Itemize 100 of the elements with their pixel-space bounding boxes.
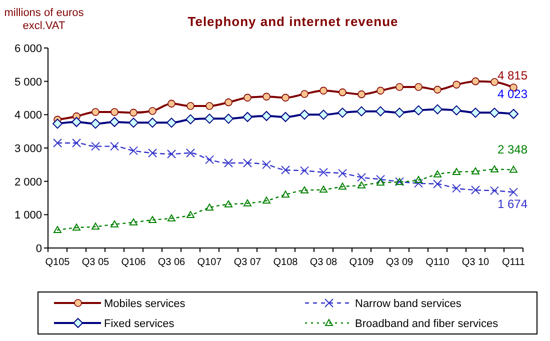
point bbox=[130, 218, 138, 226]
point bbox=[224, 158, 233, 168]
point bbox=[129, 146, 138, 156]
point bbox=[472, 167, 480, 174]
point bbox=[148, 118, 158, 128]
point bbox=[90, 118, 100, 129]
point bbox=[300, 186, 308, 194]
point bbox=[414, 105, 424, 116]
point bbox=[338, 182, 346, 190]
point bbox=[490, 186, 499, 196]
point bbox=[376, 178, 384, 186]
point bbox=[148, 148, 157, 158]
point bbox=[282, 190, 290, 198]
point bbox=[434, 86, 442, 94]
point bbox=[186, 148, 195, 158]
point bbox=[186, 114, 196, 124]
data-label: 2 348 bbox=[497, 142, 528, 157]
point bbox=[510, 166, 518, 173]
point bbox=[300, 166, 309, 176]
point bbox=[358, 181, 366, 188]
point bbox=[414, 83, 422, 91]
point bbox=[244, 199, 252, 206]
point bbox=[72, 117, 82, 127]
y-tick-label: 6 000 bbox=[14, 43, 42, 55]
point bbox=[471, 186, 480, 194]
data-label: 4 023 bbox=[497, 86, 528, 101]
chart-title: Telephony and internet revenue bbox=[188, 14, 398, 29]
point bbox=[92, 222, 100, 230]
point bbox=[414, 178, 423, 188]
point bbox=[376, 106, 386, 116]
x-tick-label: Q108 bbox=[273, 257, 298, 268]
point bbox=[206, 102, 214, 110]
x-tick-label: Q3 05 bbox=[82, 257, 110, 268]
x-tick-label: Q3 06 bbox=[158, 257, 186, 268]
legend-label: Broadband and fiber services bbox=[355, 318, 499, 330]
point bbox=[356, 106, 366, 116]
legend-label: Mobiles services bbox=[104, 298, 186, 310]
point bbox=[110, 220, 118, 228]
legend-label: Narrow band services bbox=[355, 298, 462, 310]
legend-label: Fixed services bbox=[104, 318, 175, 330]
point bbox=[509, 188, 518, 197]
point bbox=[206, 204, 214, 211]
point bbox=[224, 200, 232, 208]
point bbox=[490, 108, 500, 118]
point bbox=[376, 174, 385, 184]
point bbox=[452, 105, 462, 116]
point bbox=[186, 102, 194, 110]
data-label: 4 815 bbox=[497, 68, 528, 82]
y-tick-label: 4 000 bbox=[14, 110, 42, 122]
point bbox=[300, 110, 310, 120]
data-label: 1 674 bbox=[497, 197, 528, 212]
point bbox=[224, 98, 232, 106]
y-tick-label: 2 000 bbox=[14, 176, 42, 188]
point bbox=[110, 108, 118, 116]
point bbox=[300, 90, 308, 98]
point bbox=[167, 150, 176, 158]
point bbox=[262, 92, 270, 101]
point bbox=[394, 108, 404, 118]
point bbox=[54, 226, 62, 233]
point bbox=[338, 108, 348, 118]
point bbox=[434, 170, 442, 178]
x-tick-label: Q3 10 bbox=[462, 257, 490, 268]
x-tick-label: Q111 bbox=[502, 257, 526, 268]
y-tick-label: 0 bbox=[36, 243, 42, 255]
point bbox=[338, 88, 346, 96]
point bbox=[168, 100, 176, 108]
point bbox=[262, 111, 272, 121]
point bbox=[224, 114, 234, 124]
point bbox=[243, 158, 252, 168]
point bbox=[186, 211, 194, 218]
point bbox=[470, 108, 480, 118]
point bbox=[452, 80, 460, 89]
x-tick-label: Q3 08 bbox=[310, 257, 338, 268]
point bbox=[205, 155, 214, 164]
point bbox=[148, 216, 156, 223]
point bbox=[280, 112, 290, 122]
point bbox=[281, 166, 290, 174]
point bbox=[320, 186, 328, 193]
x-tick-label: Q3 07 bbox=[234, 257, 262, 268]
point bbox=[452, 168, 460, 175]
point bbox=[52, 118, 62, 129]
point bbox=[262, 160, 271, 170]
point bbox=[72, 224, 80, 231]
point bbox=[319, 168, 328, 177]
point bbox=[242, 112, 252, 122]
point bbox=[452, 184, 461, 193]
x-tick-label: Q106 bbox=[121, 257, 146, 268]
point bbox=[396, 83, 404, 91]
x-tick-label: Q110 bbox=[426, 257, 450, 268]
point bbox=[244, 94, 252, 102]
point bbox=[376, 86, 384, 95]
point bbox=[128, 118, 138, 128]
y-tick-label: 3 000 bbox=[14, 143, 42, 155]
point bbox=[148, 107, 156, 115]
y-tick-label: 5 000 bbox=[14, 76, 42, 88]
point bbox=[432, 104, 442, 114]
y-tick-label: 1 000 bbox=[14, 210, 42, 222]
point bbox=[168, 214, 176, 222]
point bbox=[110, 117, 120, 127]
point bbox=[490, 165, 498, 172]
